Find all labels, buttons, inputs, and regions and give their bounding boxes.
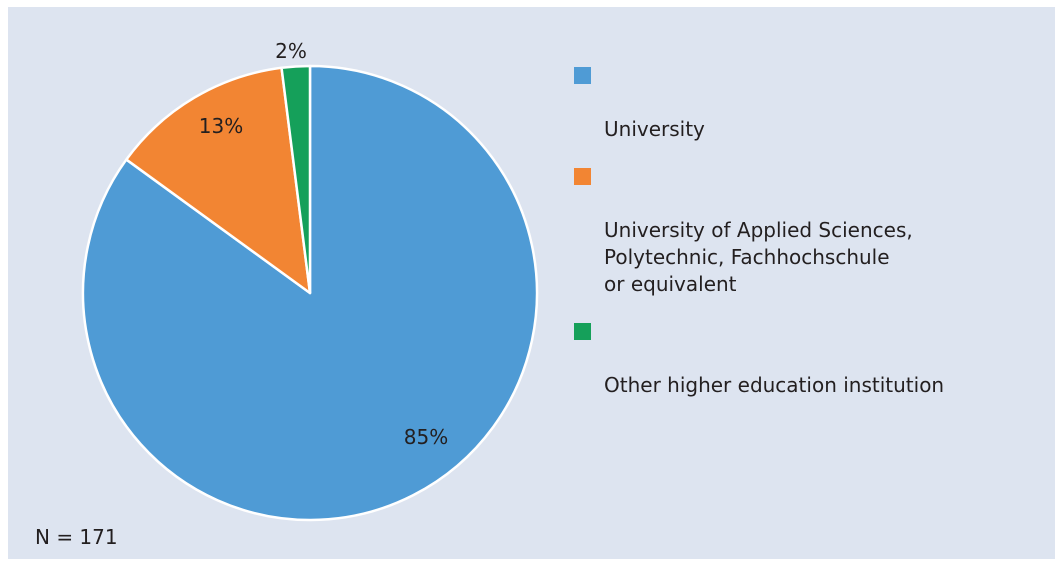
legend-label-other: Other higher education institution xyxy=(604,373,945,397)
legend-label-university: University xyxy=(604,117,705,141)
legend: University University of Applied Science… xyxy=(574,62,1044,419)
pie-slice-applied-sciences xyxy=(125,66,312,295)
chart-panel: 85% 13% 2% University University of Applie… xyxy=(8,7,1055,559)
sample-size-note: N = 171 xyxy=(35,525,118,549)
legend-swatch-other xyxy=(574,323,591,340)
pie-slice-other xyxy=(280,64,312,295)
slice-label-other: 2% xyxy=(275,39,307,63)
slice-label-university: 85% xyxy=(404,425,448,449)
legend-label-applied-sciences: University of Applied Sciences, Polytech… xyxy=(604,218,913,296)
legend-swatch-university xyxy=(574,67,591,84)
legend-swatch-applied-sciences xyxy=(574,168,591,185)
legend-item-other: Other higher education institution xyxy=(574,318,1044,399)
legend-item-applied-sciences: University of Applied Sciences, Polytech… xyxy=(574,163,1044,298)
pie-chart: 85% 13% 2% xyxy=(81,39,539,522)
slice-label-applied-sciences: 13% xyxy=(199,114,243,138)
legend-item-university: University xyxy=(574,62,1044,143)
